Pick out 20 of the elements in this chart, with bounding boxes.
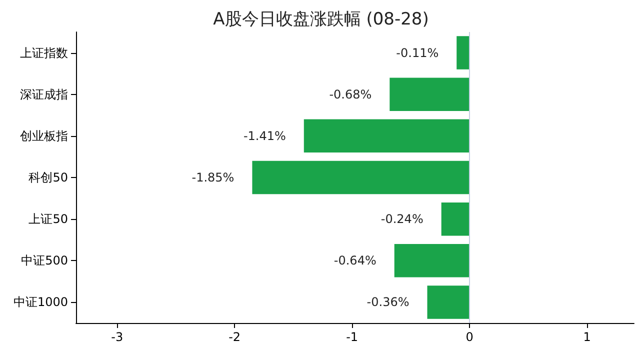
y-tick-label: 上证50 [28,212,68,226]
y-tick-label: 创业板指 [20,128,68,143]
y-tick-label: 中证1000 [13,295,68,310]
chart-title: A股今日收盘涨跌幅 (08-28) [213,10,429,30]
y-tick-label: 深证成指 [20,87,68,102]
x-tick-label: 0 [466,330,474,344]
x-tick-label: -3 [111,330,124,344]
data-label: -0.36% [366,295,410,310]
x-tick-label: 1 [583,330,591,344]
data-label: -1.85% [192,170,234,184]
data-label: -0.64% [334,254,376,268]
y-tick-label: 科创50 [28,170,68,184]
y-tick-label: 上证指数 [20,46,68,60]
x-tick-label: -2 [228,330,241,344]
data-label: -0.68% [329,87,372,102]
data-label: -1.41% [243,128,286,143]
data-label: -0.11% [396,46,439,60]
x-tick-label: -1 [346,330,358,344]
data-label: -0.24% [380,212,424,226]
y-tick-label: 中证500 [21,254,68,268]
